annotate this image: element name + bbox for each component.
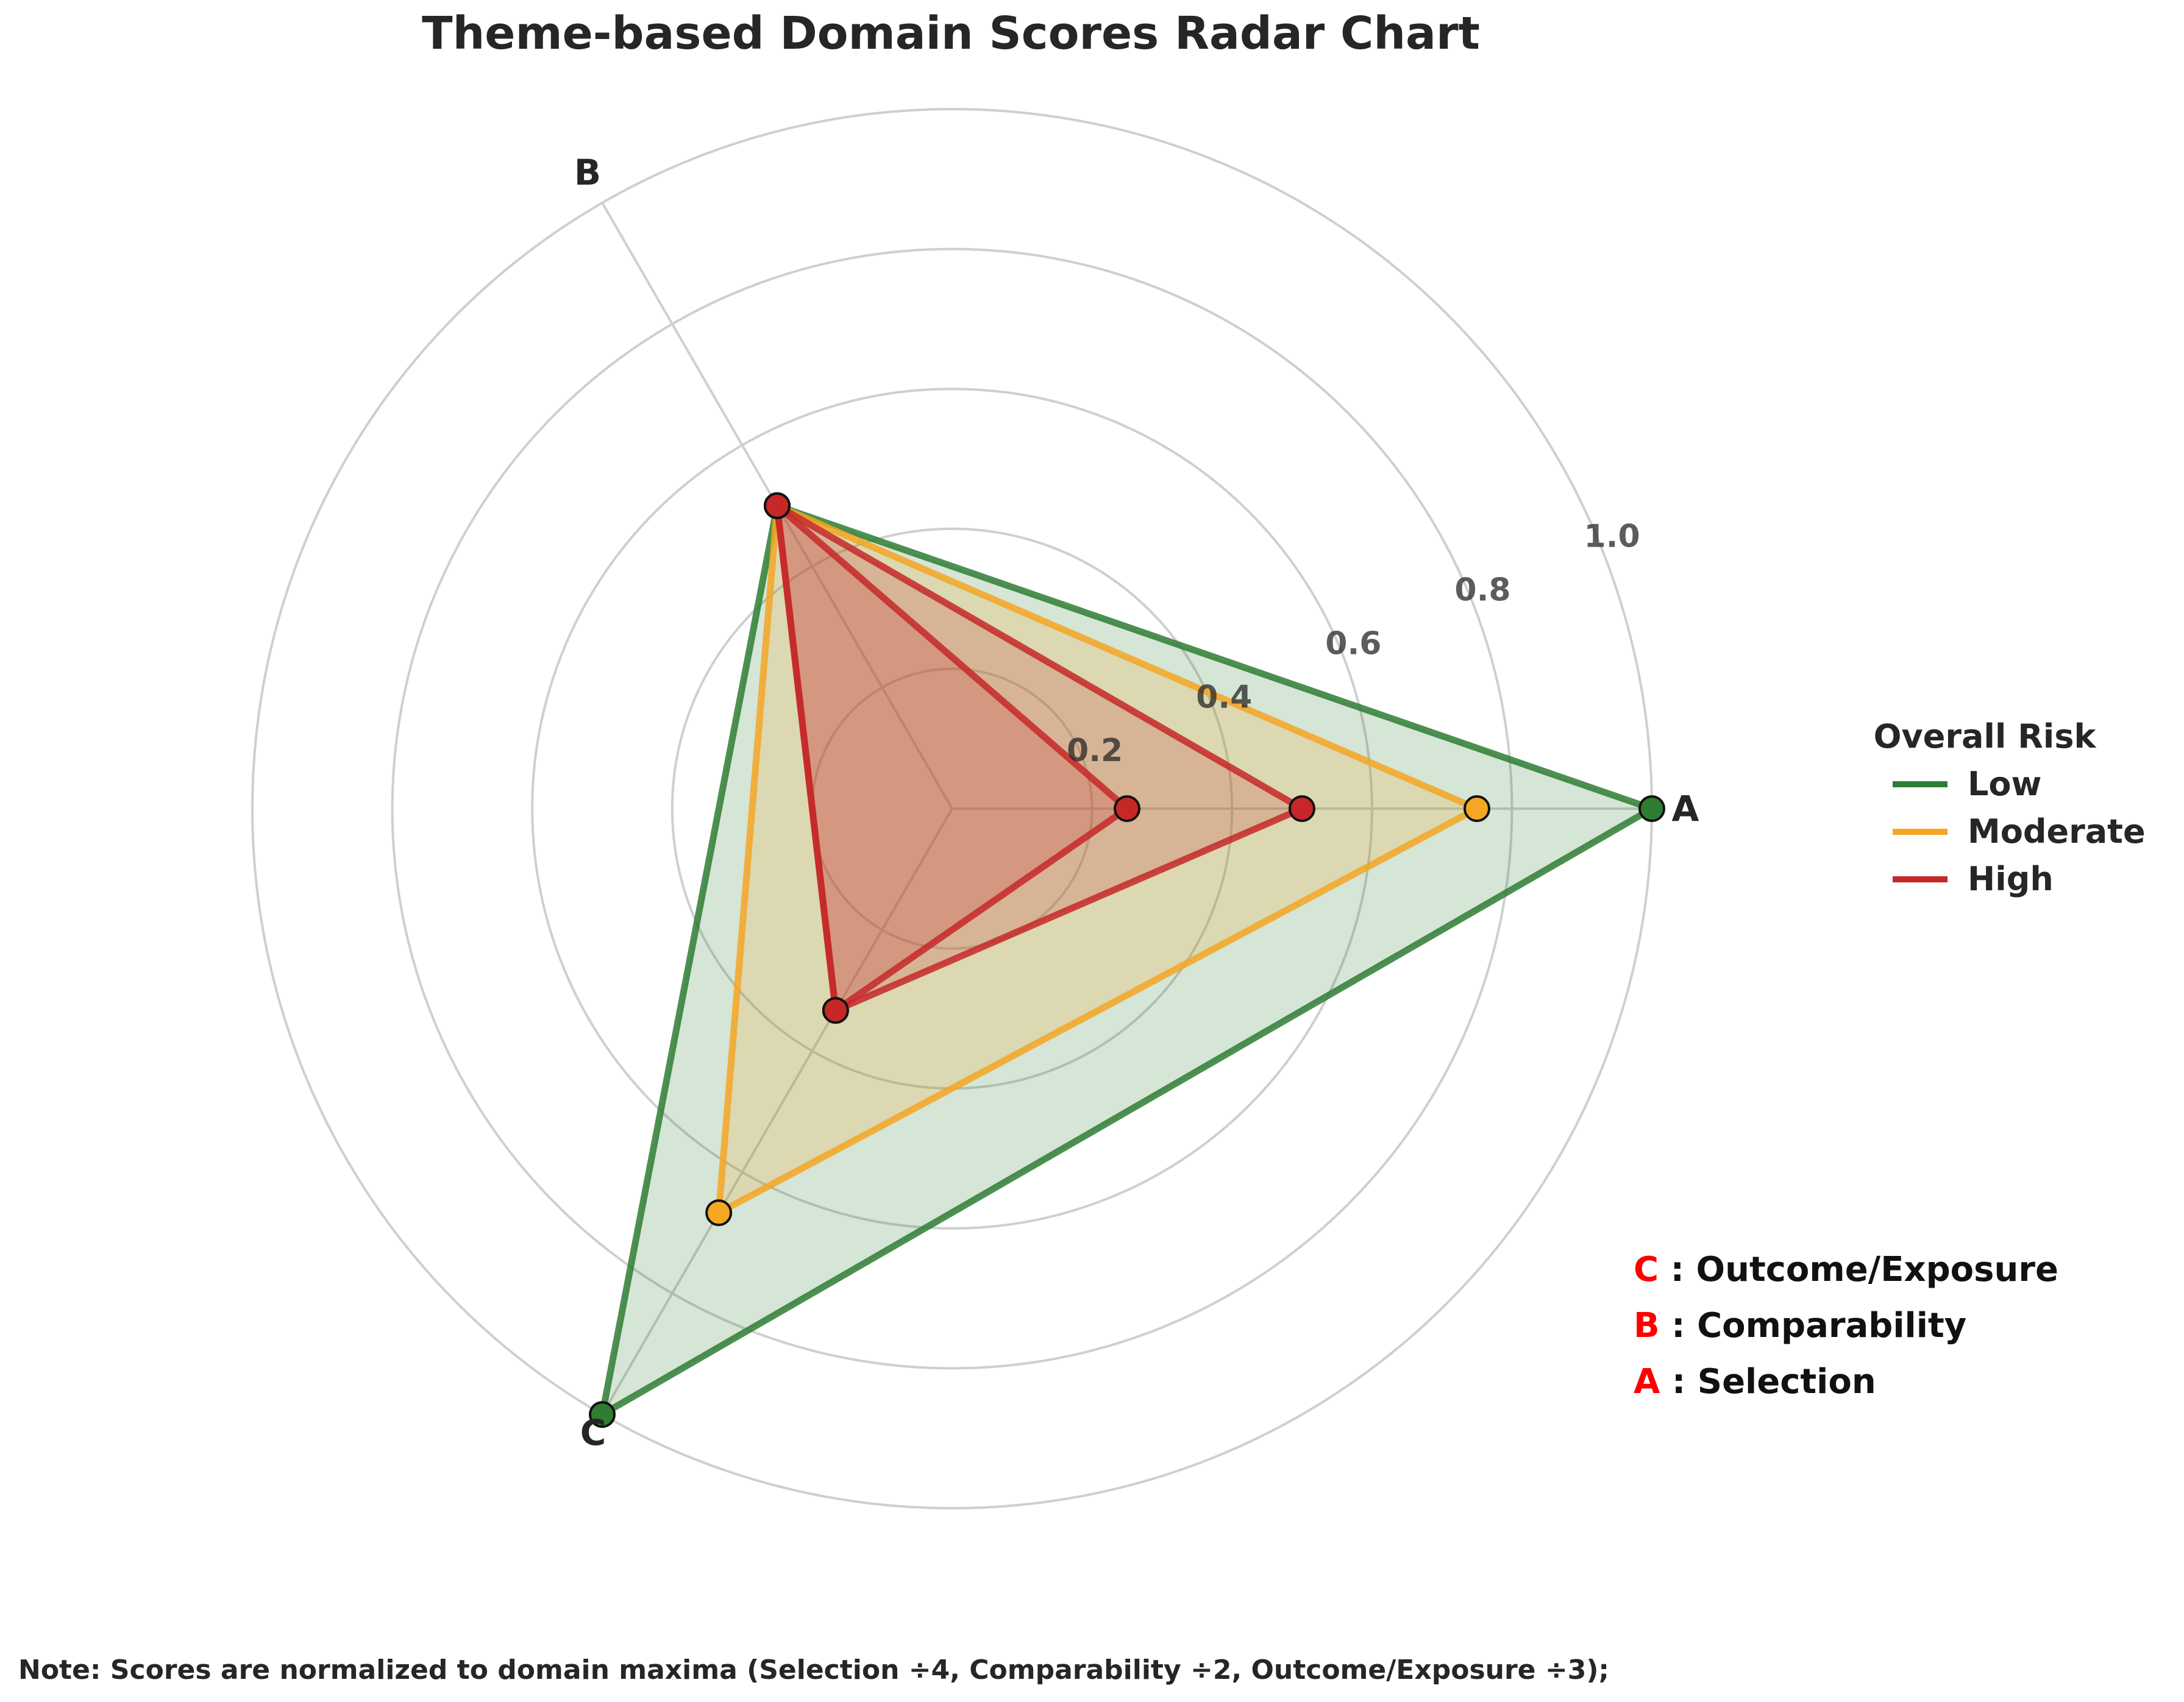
axis-key-A: A : Selection [1634, 1362, 1876, 1402]
footnote: Note: Scores are normalized to domain ma… [18, 1654, 1609, 1686]
series-2-point-A [1289, 795, 1315, 822]
axis-key-B: B : Comparability [1634, 1306, 1966, 1346]
legend-title: Overall Risk [1874, 717, 2097, 756]
axis-label-A: A [1672, 788, 1699, 829]
radial-tick-label: 0.4 [1196, 679, 1252, 715]
spoke-C [601, 808, 953, 1416]
axis-label-B: B [574, 152, 601, 193]
axis-key-letter: A [1634, 1362, 1660, 1402]
radial-tick-label: 1.0 [1584, 519, 1640, 555]
series-0-point-C [589, 1401, 616, 1428]
series-3-point-C [822, 997, 849, 1024]
radial-tick-label: 0.2 [1067, 732, 1123, 769]
series-line-1 [715, 502, 1481, 1216]
axis-key-letter: B [1634, 1306, 1660, 1346]
axis-label-C: C [580, 1412, 606, 1453]
legend-label-moderate: Moderate [1968, 812, 2146, 851]
series-line-3 [774, 502, 1131, 1014]
series-line-0 [599, 502, 1656, 1418]
series-1-point-A [1464, 795, 1490, 822]
legend-label-low: Low [1968, 765, 2041, 803]
series-3-point-A [1114, 795, 1140, 822]
series-area-0 [602, 505, 1652, 1415]
series-area-1 [719, 505, 1477, 1213]
axis-key-text: : Outcome/Exposure [1659, 1250, 2058, 1289]
series-area-2 [777, 505, 1302, 1011]
radial-tick-label: 0.8 [1454, 572, 1510, 609]
series-area-3 [777, 505, 1127, 1011]
axis-key-text: : Selection [1660, 1362, 1876, 1402]
series-1-point-C [705, 1199, 733, 1227]
radar-grid [251, 108, 1653, 1509]
radial-tick-label: 0.6 [1325, 625, 1381, 662]
series-3-point-B [764, 492, 791, 519]
axis-key-text: : Comparability [1660, 1306, 1967, 1346]
chart-title: Theme-based Domain Scores Radar Chart [422, 7, 1480, 60]
legend-label-high: High [1968, 860, 2054, 898]
axis-labels: ABC [574, 152, 1699, 1453]
axis-key-letter: C [1634, 1250, 1659, 1289]
legend: Overall Risk Low Moderate High [1874, 717, 2146, 898]
radial-tick-labels: 0.2 0.4 0.6 0.8 1.0 [1067, 519, 1640, 769]
axis-key-C: C : Outcome/Exposure [1634, 1250, 2058, 1289]
radar-series [589, 492, 1665, 1428]
series-0-point-A [1638, 795, 1665, 822]
